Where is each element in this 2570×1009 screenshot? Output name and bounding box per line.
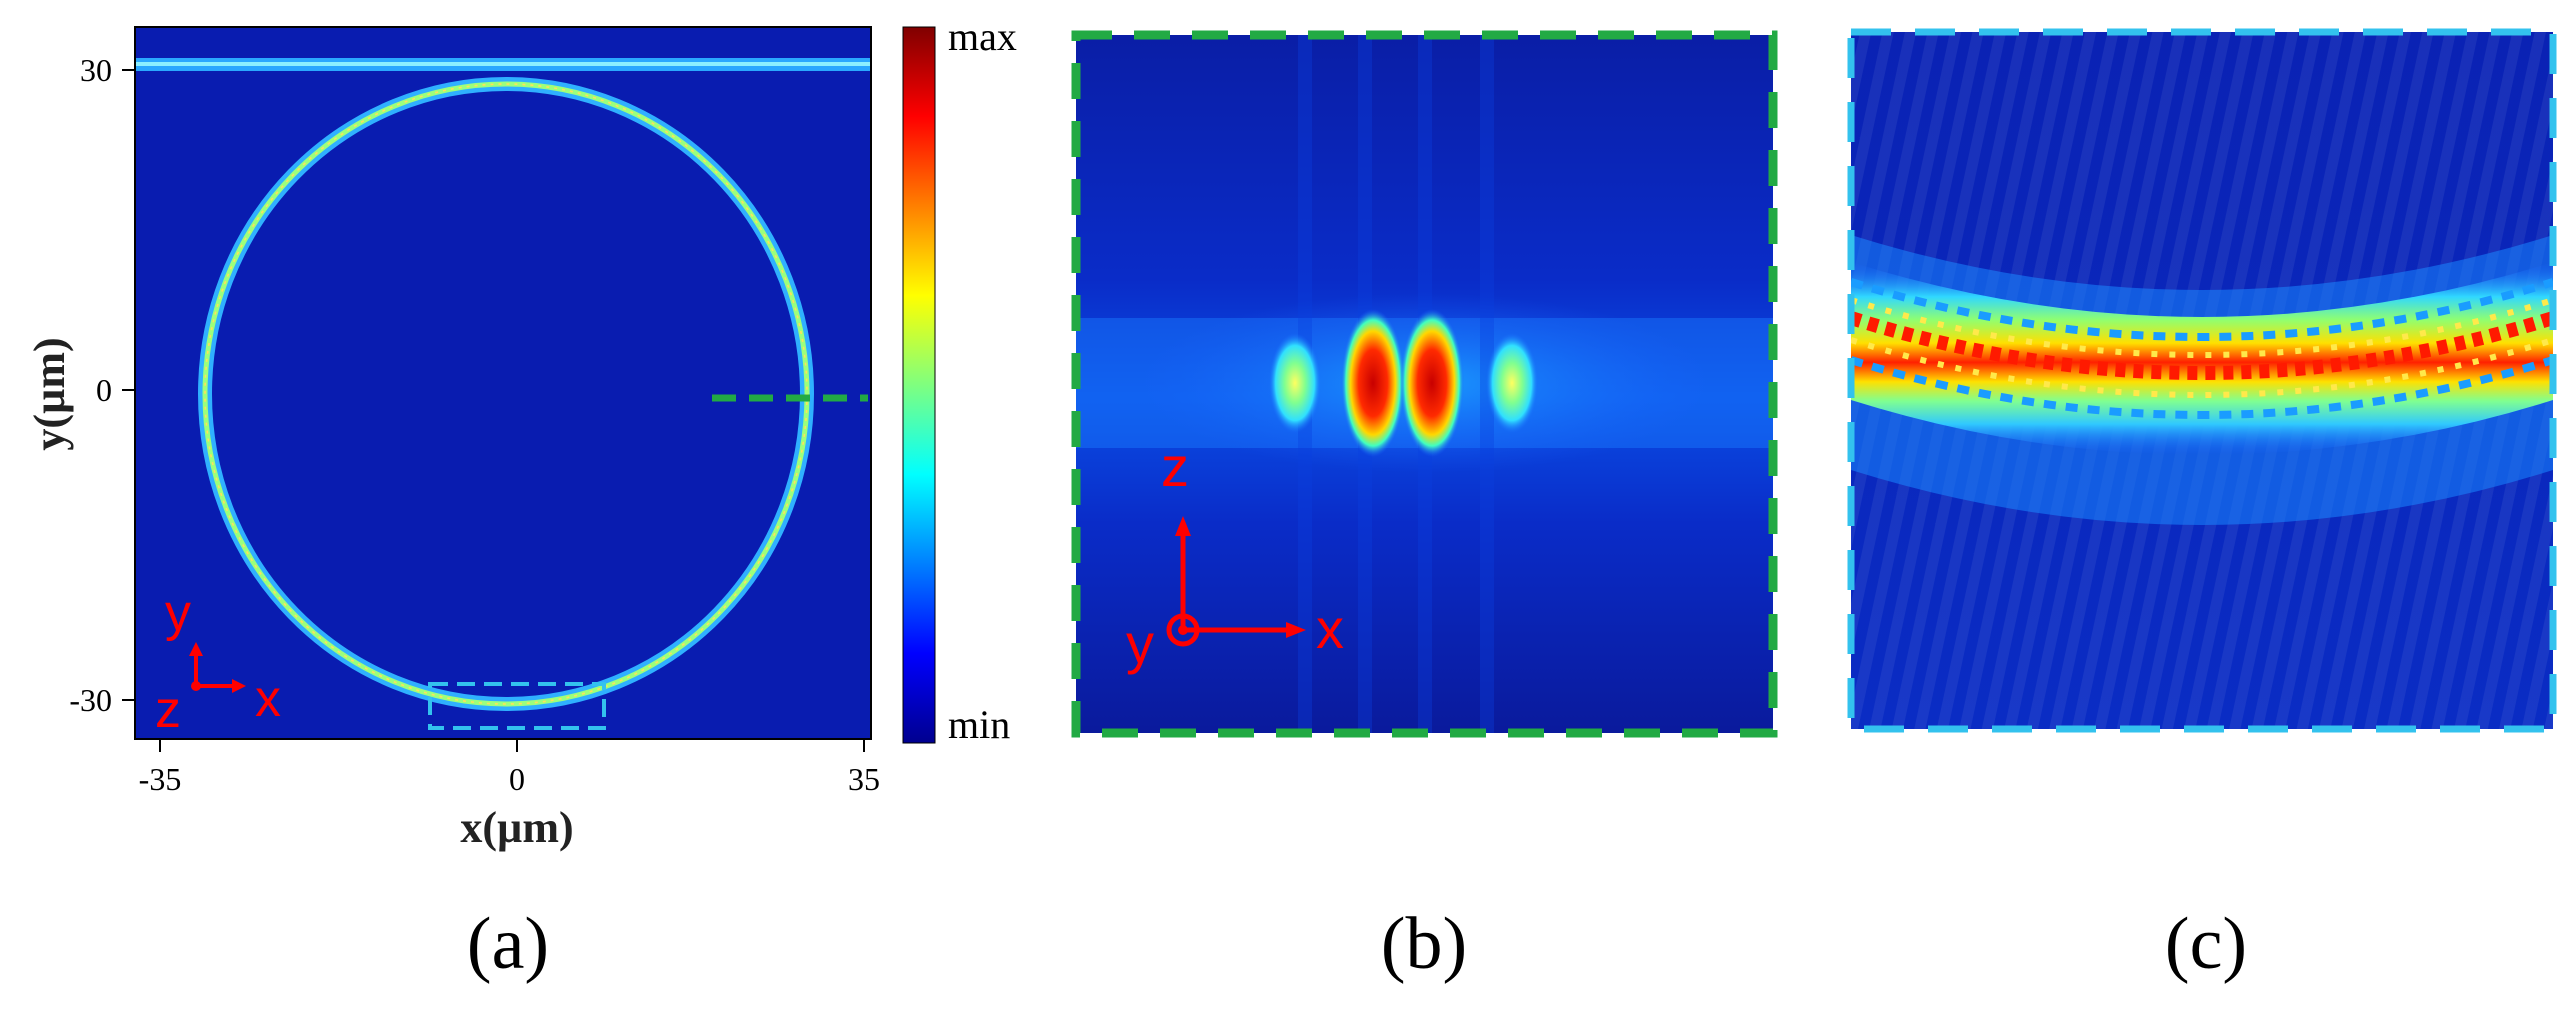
glyph-b-out-label: y <box>1126 612 1154 675</box>
panel-label-c: (c) <box>2165 903 2247 985</box>
x-tick-label-min: -35 <box>139 761 182 797</box>
x-axis-label: x(µm) <box>460 803 573 852</box>
panel-b-frame <box>1071 30 1778 738</box>
mode-lobe-side-right <box>1486 333 1538 433</box>
panel-c-frame <box>1847 28 2557 733</box>
glyph-b-up-label: z <box>1161 435 1189 498</box>
glyph-a-right-label: x <box>255 670 281 728</box>
panel-b: z x y <box>1071 30 1778 738</box>
x-tick-label-zero: 0 <box>509 761 525 797</box>
panel-a: -35 0 35 30 0 -30 x(µm) y(µm) y x z <box>25 26 880 852</box>
curved-mode-band <box>1851 262 2553 455</box>
x-tick-label-max: 35 <box>848 761 880 797</box>
colorbar-max-label: max <box>948 14 1017 59</box>
y-tick-label-bottom: -30 <box>69 682 112 718</box>
glyph-b-right-label: x <box>1316 597 1344 660</box>
panel-a-field <box>135 27 871 739</box>
axes-glyph-a: y x z <box>155 584 281 739</box>
panel-label-a: (a) <box>467 903 549 985</box>
colorbar: max min <box>902 14 1017 747</box>
glyph-a-out-label: z <box>155 681 181 739</box>
colorbar-min-label: min <box>948 702 1010 747</box>
glyph-a-up-label: y <box>165 584 191 642</box>
panel-a-x-ticks <box>159 739 865 752</box>
mode-lobe-center-left <box>1341 309 1405 457</box>
panel-label-b: (b) <box>1381 903 1467 985</box>
y-tick-label-top: 30 <box>80 52 112 88</box>
y-axis-label: y(µm) <box>25 337 74 450</box>
zoom-region-marker-cyan <box>428 682 606 730</box>
axes-glyph-b: z x y <box>1126 435 1344 675</box>
panel-c <box>1847 28 2557 733</box>
colorbar-gradient <box>902 26 936 744</box>
mode-lobe-side-left <box>1269 333 1321 433</box>
panel-a-y-ticks <box>122 69 135 701</box>
mode-lobe-center-right <box>1400 309 1464 457</box>
y-tick-label-zero: 0 <box>96 372 112 408</box>
